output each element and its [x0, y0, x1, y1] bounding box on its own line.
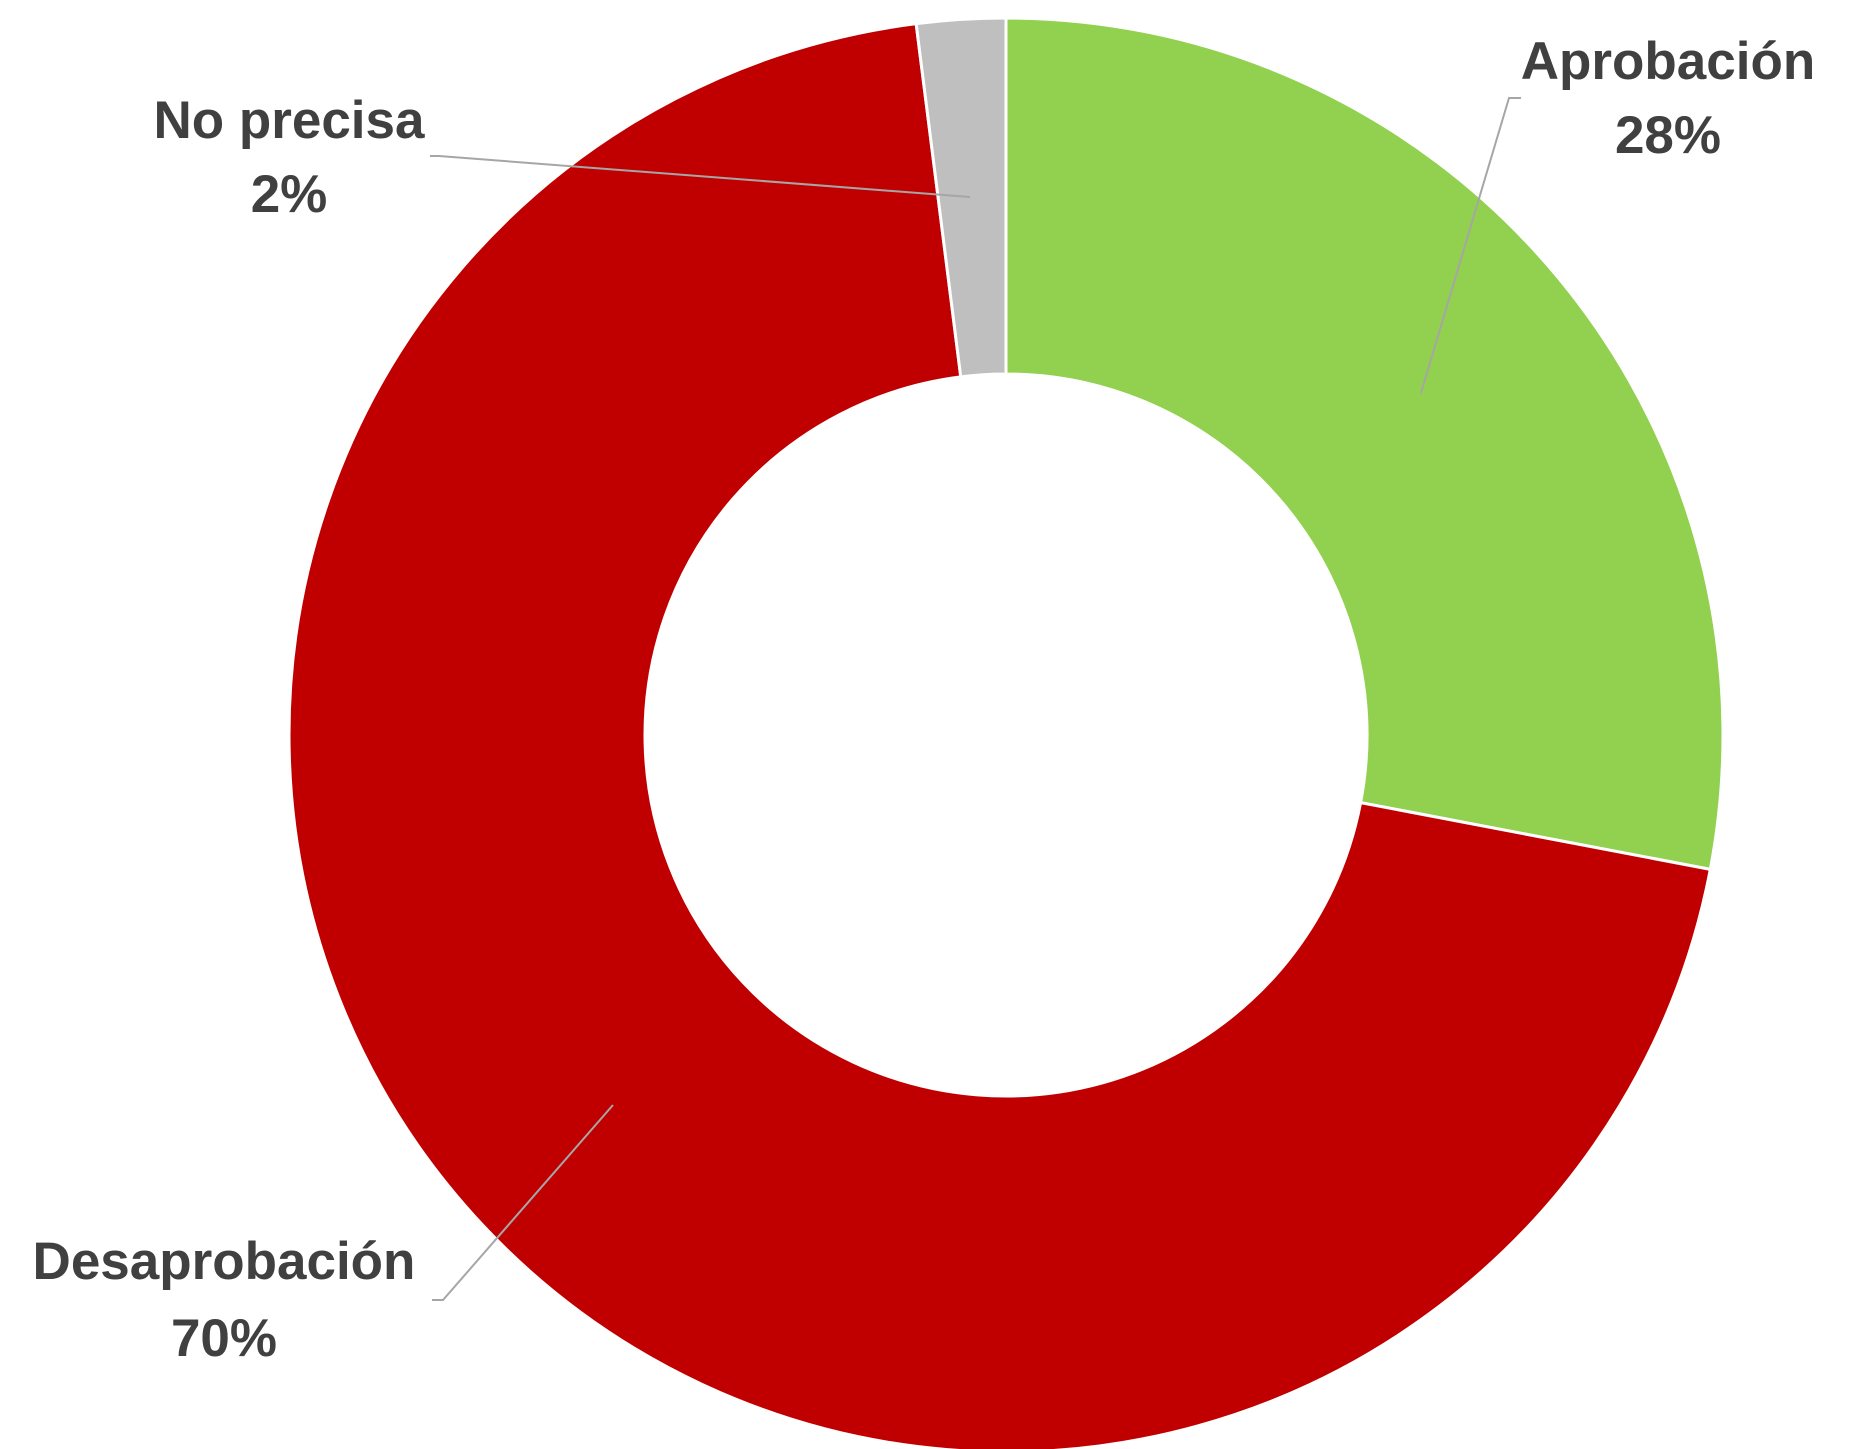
slice-label: No precisa	[153, 91, 425, 150]
slice-label: Desaprobación	[33, 1232, 416, 1291]
leader-line	[432, 1104, 614, 1301]
slice	[287, 21, 1713, 1449]
slice	[914, 16, 1008, 379]
slice-label: Aprobación	[1521, 32, 1815, 91]
value-label: 2%	[251, 165, 328, 224]
slice	[1004, 16, 1725, 872]
slices	[287, 16, 1725, 1449]
value-label: 28%	[1615, 106, 1721, 165]
value-label: 70%	[171, 1309, 277, 1368]
leader-line	[430, 155, 971, 198]
leader-line	[1420, 97, 1521, 394]
